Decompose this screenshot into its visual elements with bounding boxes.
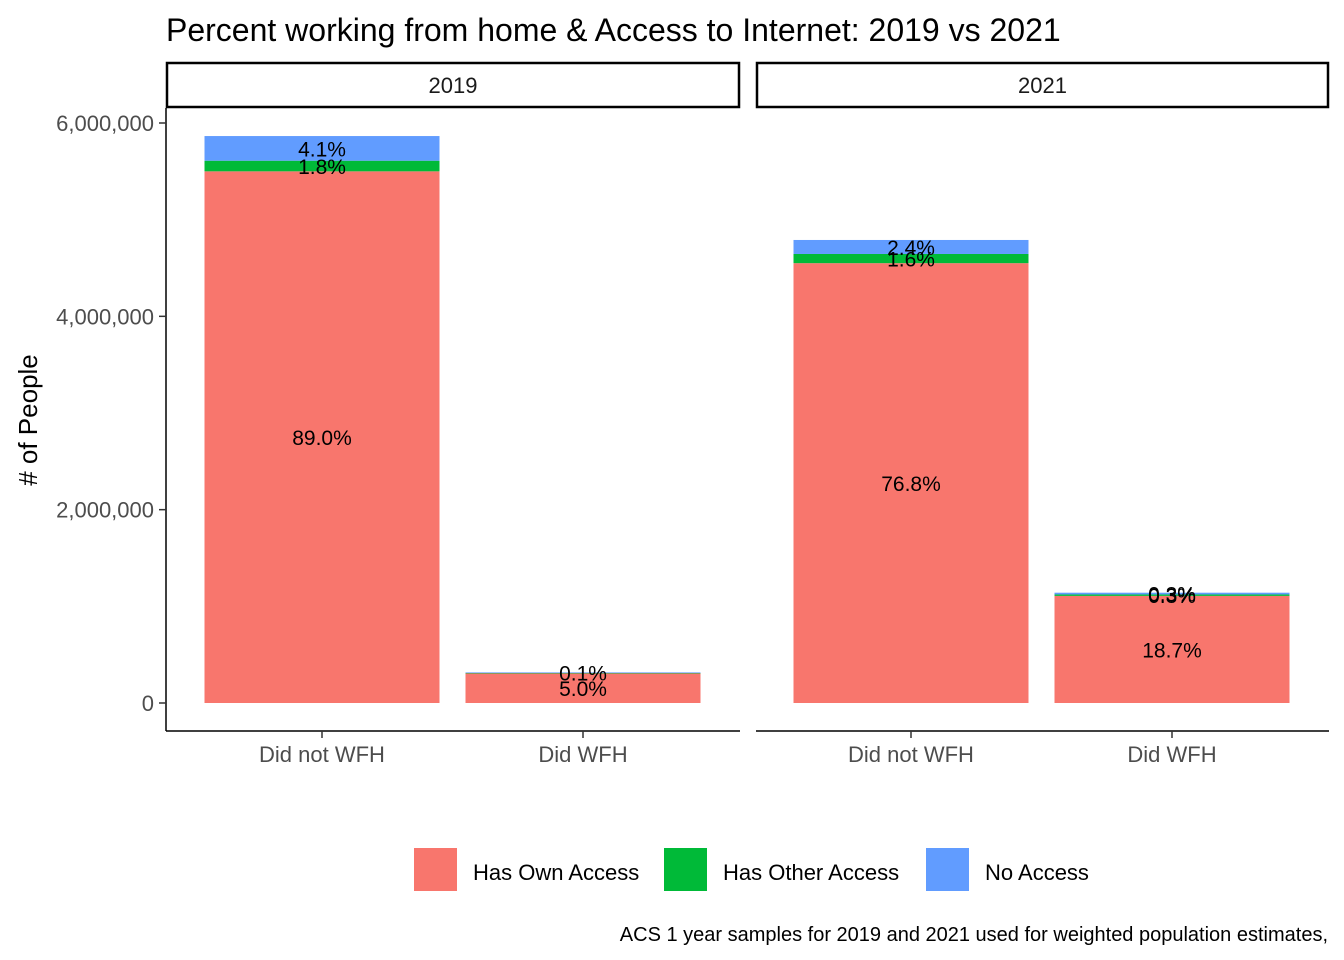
bar-data-label: 18.7% <box>1142 639 1202 662</box>
x-tick-label: Did not WFH <box>259 742 385 767</box>
facet-strip <box>165 61 741 109</box>
legend-item-no-access: No Access <box>926 848 1089 891</box>
bar-segment-has-own-access <box>793 263 1029 703</box>
x-tick-label: Did WFH <box>1127 742 1216 767</box>
x-tick-label: Did not WFH <box>848 742 974 767</box>
legend-item-has-other-access: Has Other Access <box>664 848 899 891</box>
bar-segment-has-own-access <box>1054 595 1290 703</box>
y-tick-label: 0 <box>142 691 154 716</box>
legend-item-has-own-access: Has Own Access <box>414 848 639 891</box>
bar-data-label: 0.3% <box>1148 585 1196 608</box>
bar-segment-has-own-access <box>204 171 440 704</box>
facet-strip-label: 2021 <box>1018 73 1067 98</box>
bar-data-label: 4.1% <box>298 138 346 161</box>
bar-data-label: 2.4% <box>887 237 935 260</box>
bar-data-label: 1.6% <box>887 249 935 272</box>
x-tick-label: Did WFH <box>538 742 627 767</box>
bar-segment-has-other-access <box>204 160 440 172</box>
bar-segment-no-access <box>793 239 1029 254</box>
legend-label: Has Own Access <box>473 860 639 885</box>
bar-segment-has-other-access <box>1054 594 1290 596</box>
legend-swatch <box>664 848 707 891</box>
y-tick-label: 4,000,000 <box>56 304 154 329</box>
bar-data-label: 89.0% <box>292 427 352 450</box>
bar-data-label: 5.0% <box>559 678 607 701</box>
y-axis-title: # of People <box>13 354 43 486</box>
panel-2021: 2021 Did not WFH 76.8% 1.6%2.4% Did WFH 18.7%… <box>755 61 1330 767</box>
panel-2019: 2019 0 2,000,000 4,000,000 6,000,000 Did not … <box>56 61 741 767</box>
bar-segment-no-access <box>465 672 701 673</box>
bar-segment-has-other-access <box>793 253 1029 264</box>
y-tick-label: 6,000,000 <box>56 111 154 136</box>
y-tick-label: 2,000,000 <box>56 498 154 523</box>
bar-data-label: 1.8% <box>298 156 346 179</box>
legend-label: Has Other Access <box>723 860 899 885</box>
bar-segment-no-access <box>204 136 440 161</box>
legend-swatch <box>414 848 457 891</box>
bar-segment-has-other-access <box>465 672 701 674</box>
bar-segment-has-own-access <box>465 673 701 703</box>
bar-data-label: 0.1% <box>559 663 607 686</box>
chart-title: Percent working from home & Access to In… <box>166 12 1061 48</box>
legend-label: No Access <box>985 860 1089 885</box>
legend-swatch <box>926 848 969 891</box>
bar-segment-no-access <box>1054 592 1290 595</box>
bar-data-label: 76.8% <box>881 473 941 496</box>
facet-strip-label: 2019 <box>429 73 478 98</box>
chart-caption: ACS 1 year samples for 2019 and 2021 use… <box>620 924 1328 946</box>
facet-strip <box>755 61 1330 109</box>
bar-data-label: 0.3% <box>1148 584 1196 607</box>
